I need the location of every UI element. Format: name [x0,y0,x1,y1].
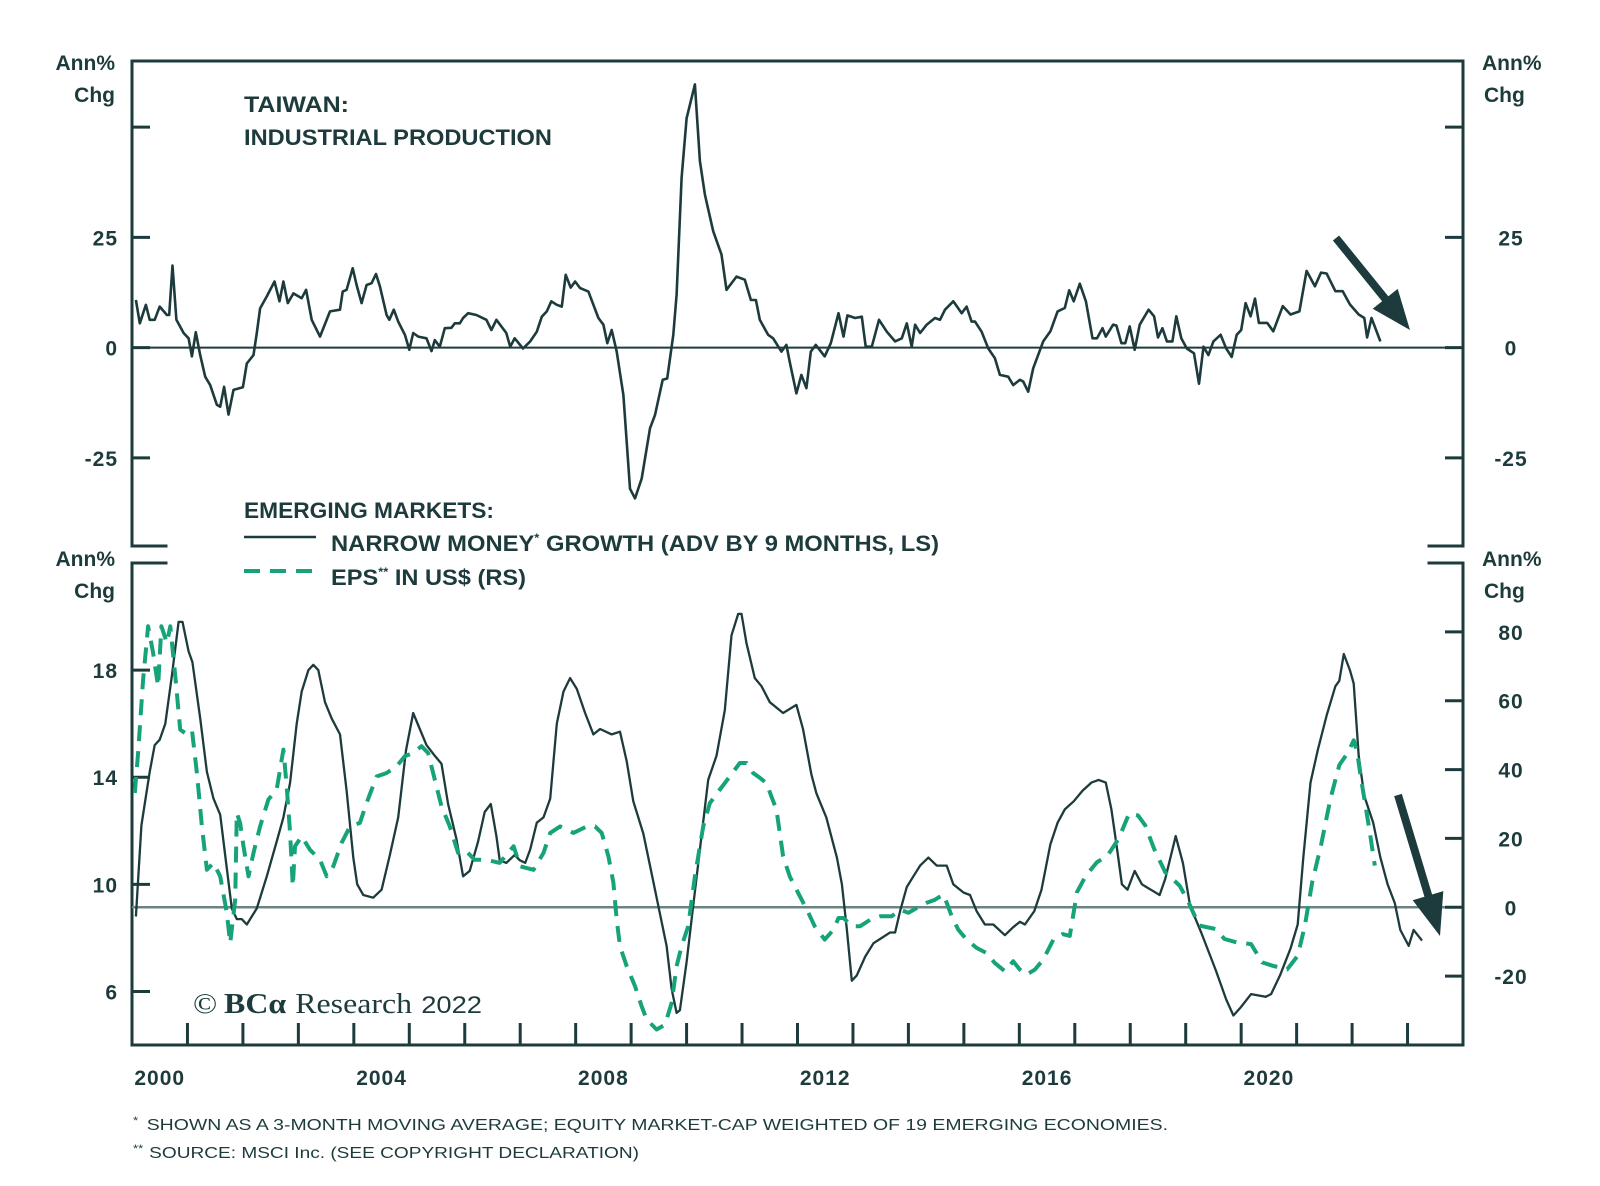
bottom-panel-frame [130,561,1465,1047]
footnote-1-text: SHOWN AS A 3-MONTH MOVING AVERAGE; EQUIT… [147,1117,1168,1134]
legend-label-narrow-money: NARROW MONEY * GROWTH (ADV BY 9 MONTHS, L… [331,531,939,556]
top-panel-ticks: 25 25 0 0 -25 -25 [85,125,1527,471]
footnote-1: * SHOWN AS A 3-MONTH MOVING AVERAGE; EQUI… [133,1115,1168,1134]
legend: EMERGING MARKETS: NARROW MONEY * GROWTH (… [244,498,939,590]
series-line-eps-in-us-rs [132,624,1377,1032]
bottom-left-axis-title-line2: Chg [74,580,115,603]
top-right-axis-title-line1: Ann% [1482,52,1542,75]
legend-label-narrow-money-part1: NARROW MONEY [331,531,535,556]
x-tick-label: 2008 [578,1067,629,1090]
top-right-axis-title-line2: Chg [1484,84,1525,107]
bottom-trend-arrow-icon [1394,793,1444,936]
y-tick-label-right: -25 [1494,448,1527,471]
top-left-axis-title-line2: Chg [74,84,115,107]
y-tick-label-right: 25 [1498,227,1523,250]
y-tick-label-right: 0 [1505,897,1518,920]
top-left-axis-title-line1: Ann% [56,52,116,75]
bottom-right-axis-title-line1: Ann% [1482,548,1542,571]
y-tick-label-left: -25 [85,448,118,471]
series-line-taiwan-industrial-production-ann-chg [134,83,1382,500]
bca-research-watermark: © BCα Research 2022 [193,989,482,1020]
top-panel-series [134,83,1382,500]
y-tick-label-left: 14 [93,767,118,790]
y-tick-label-right: 60 [1498,691,1523,714]
top-panel-frame [130,59,1465,548]
watermark-year: 2022 [421,992,482,1019]
y-tick-label-right: 0 [1505,338,1518,361]
x-tick-label: 2000 [134,1067,185,1090]
bottom-right-axis-title-line2: Chg [1484,580,1525,603]
footnote-1-marker: * [133,1115,139,1127]
legend-label-narrow-money-footnote-marker: * [534,531,539,545]
y-tick-label-right: 80 [1498,622,1523,645]
y-tick-label-left: 25 [93,227,118,250]
chart-title-line1: TAIWAN: [244,92,349,117]
top-trend-arrow-icon [1332,235,1410,330]
bottom-panel-series [132,612,1423,1032]
copyright-symbol: © [193,989,217,1020]
x-tick-label: 2020 [1244,1067,1295,1090]
bottom-left-axis-title-line1: Ann% [56,548,116,571]
y-tick-label-right: -20 [1494,966,1527,989]
footnote-2: ** SOURCE: MSCI Inc. (SEE COPYRIGHT DECLA… [133,1143,639,1162]
x-tick-label: 2004 [356,1067,407,1090]
y-tick-label-left: 10 [93,874,118,897]
chart-title-line2: INDUSTRIAL PRODUCTION [244,125,552,150]
bca-logo: BCα [224,989,287,1020]
y-tick-label-left: 0 [105,338,118,361]
y-tick-label-left: 6 [105,981,118,1004]
footnote-2-marker: ** [133,1143,144,1155]
legend-label-eps-part2: IN US$ (RS) [388,565,526,590]
x-tick-label: 2016 [1022,1067,1073,1090]
legend-label-narrow-money-part2: GROWTH (ADV BY 9 MONTHS, LS) [539,531,939,556]
y-tick-label-left: 18 [93,660,118,683]
watermark-research: Research [295,989,412,1020]
legend-label-eps-footnote-marker: ** [378,565,388,579]
x-tick-label: 2012 [800,1067,851,1090]
y-tick-label-right: 40 [1498,760,1523,783]
bottom-panel-ticks: 6 10 14 18 -20 0 20 40 60 80 2000 2004 2008 2012 2016 2… [93,622,1527,1090]
footnote-2-text: SOURCE: MSCI Inc. (SEE COPYRIGHT DECLARA… [149,1145,639,1162]
y-tick-label-right: 20 [1498,828,1523,851]
legend-label-eps: EPS ** IN US$ (RS) [331,565,526,590]
legend-title: EMERGING MARKETS: [244,498,494,523]
legend-label-eps-part1: EPS [331,565,378,590]
